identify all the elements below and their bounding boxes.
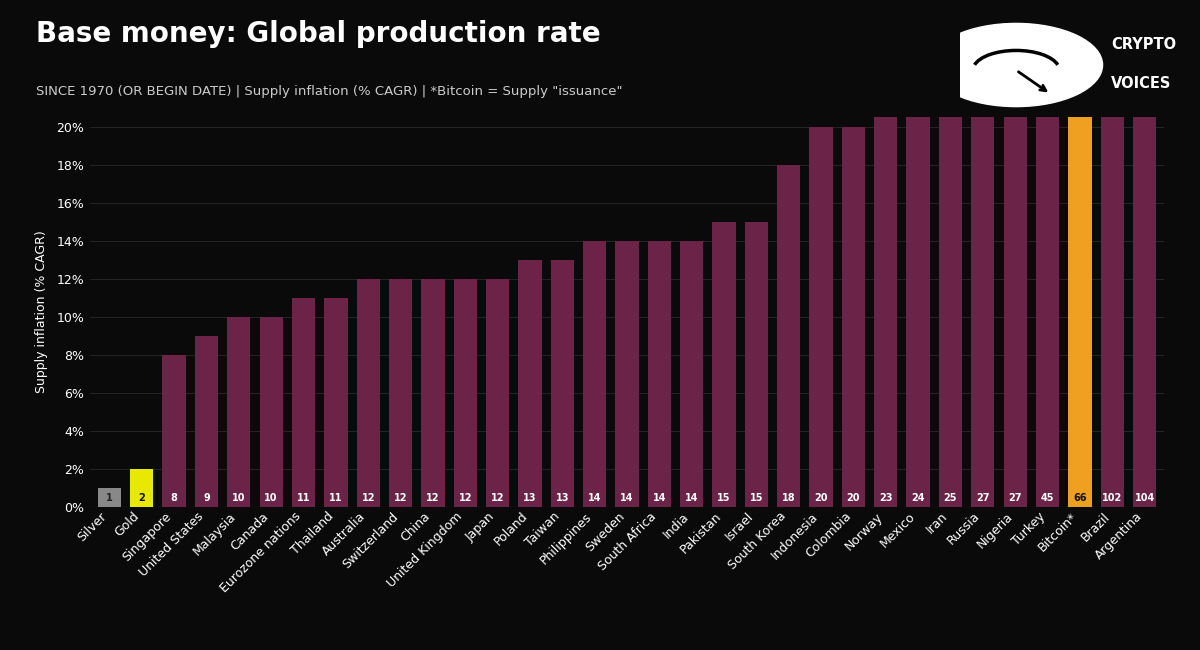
- Bar: [292, 298, 316, 507]
- Text: 20: 20: [815, 493, 828, 503]
- Bar: [938, 117, 962, 507]
- Bar: [841, 127, 865, 507]
- Text: 12: 12: [361, 493, 374, 503]
- Text: 10: 10: [264, 493, 278, 503]
- Bar: [648, 240, 671, 507]
- Text: 27: 27: [976, 493, 990, 503]
- Text: 2: 2: [138, 493, 145, 503]
- Text: 12: 12: [426, 493, 439, 503]
- Bar: [810, 127, 833, 507]
- Bar: [421, 279, 444, 507]
- Bar: [1036, 117, 1060, 507]
- Bar: [324, 298, 348, 507]
- Text: 8: 8: [170, 493, 178, 503]
- Text: CRYPTO: CRYPTO: [1111, 36, 1176, 52]
- Bar: [356, 279, 380, 507]
- Circle shape: [930, 23, 1103, 107]
- Bar: [583, 240, 606, 507]
- Text: 9: 9: [203, 493, 210, 503]
- Text: 15: 15: [718, 493, 731, 503]
- Bar: [130, 469, 154, 507]
- Bar: [162, 355, 186, 507]
- Text: 15: 15: [750, 493, 763, 503]
- Text: 14: 14: [620, 493, 634, 503]
- Text: VOICES: VOICES: [1111, 76, 1171, 91]
- Text: 23: 23: [880, 493, 893, 503]
- Text: 18: 18: [782, 493, 796, 503]
- Text: 14: 14: [653, 493, 666, 503]
- Text: 14: 14: [588, 493, 601, 503]
- Text: SINCE 1970 (OR BEGIN DATE) | Supply inflation (% CAGR) | *Bitcoin = Supply "issu: SINCE 1970 (OR BEGIN DATE) | Supply infl…: [36, 84, 623, 98]
- Text: 12: 12: [458, 493, 472, 503]
- Bar: [1100, 117, 1124, 507]
- Text: 13: 13: [556, 493, 569, 503]
- Bar: [680, 240, 703, 507]
- Text: 13: 13: [523, 493, 536, 503]
- Bar: [454, 279, 476, 507]
- Text: 11: 11: [329, 493, 343, 503]
- Bar: [906, 117, 930, 507]
- Text: 12: 12: [394, 493, 407, 503]
- Text: 102: 102: [1102, 493, 1122, 503]
- Text: 12: 12: [491, 493, 504, 503]
- Text: 24: 24: [911, 493, 925, 503]
- Bar: [194, 336, 218, 507]
- Bar: [97, 488, 121, 507]
- Text: 45: 45: [1040, 493, 1055, 503]
- Bar: [745, 222, 768, 507]
- Bar: [389, 279, 413, 507]
- Bar: [1133, 117, 1157, 507]
- Text: 11: 11: [296, 493, 311, 503]
- Bar: [1068, 117, 1092, 507]
- Bar: [551, 260, 574, 507]
- Text: 1: 1: [106, 493, 113, 503]
- Text: 14: 14: [685, 493, 698, 503]
- Bar: [486, 279, 509, 507]
- Bar: [874, 117, 898, 507]
- Bar: [1003, 117, 1027, 507]
- Bar: [227, 317, 251, 507]
- Y-axis label: Supply inflation (% CAGR): Supply inflation (% CAGR): [35, 231, 48, 393]
- Bar: [971, 117, 995, 507]
- Text: 104: 104: [1134, 493, 1154, 503]
- Text: 10: 10: [232, 493, 246, 503]
- Text: 25: 25: [943, 493, 958, 503]
- Text: 27: 27: [1008, 493, 1022, 503]
- Bar: [713, 222, 736, 507]
- Bar: [259, 317, 283, 507]
- Bar: [518, 260, 541, 507]
- Text: 20: 20: [847, 493, 860, 503]
- Text: 66: 66: [1073, 493, 1087, 503]
- Bar: [616, 240, 638, 507]
- Bar: [778, 164, 800, 507]
- Text: Base money: Global production rate: Base money: Global production rate: [36, 20, 601, 47]
